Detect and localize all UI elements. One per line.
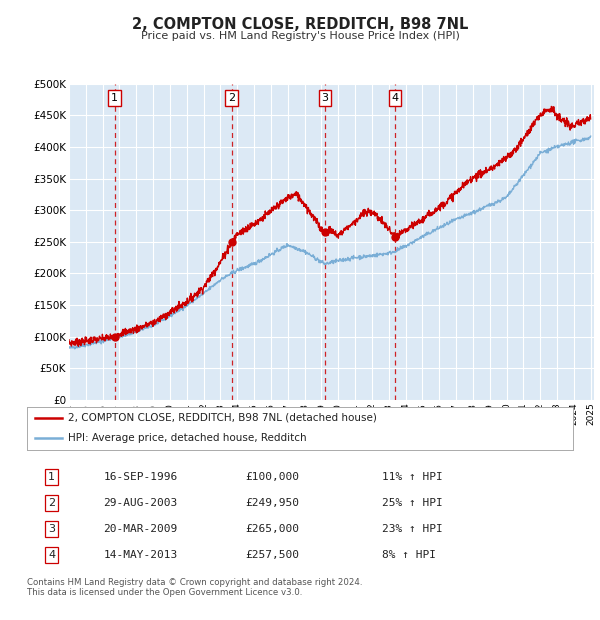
Text: 1: 1 (111, 93, 118, 103)
Text: 11% ↑ HPI: 11% ↑ HPI (382, 472, 443, 482)
Text: HPI: Average price, detached house, Redditch: HPI: Average price, detached house, Redd… (68, 433, 307, 443)
Text: 4: 4 (48, 550, 55, 560)
Text: 2, COMPTON CLOSE, REDDITCH, B98 7NL: 2, COMPTON CLOSE, REDDITCH, B98 7NL (132, 17, 468, 32)
Text: 8% ↑ HPI: 8% ↑ HPI (382, 550, 436, 560)
Text: £100,000: £100,000 (245, 472, 299, 482)
Text: 23% ↑ HPI: 23% ↑ HPI (382, 524, 443, 534)
Text: 2: 2 (48, 498, 55, 508)
Text: 2: 2 (228, 93, 235, 103)
Text: 29-AUG-2003: 29-AUG-2003 (103, 498, 178, 508)
Text: £257,500: £257,500 (245, 550, 299, 560)
Text: Contains HM Land Registry data © Crown copyright and database right 2024.
This d: Contains HM Land Registry data © Crown c… (27, 578, 362, 597)
Text: 4: 4 (391, 93, 398, 103)
Text: 25% ↑ HPI: 25% ↑ HPI (382, 498, 443, 508)
Text: £249,950: £249,950 (245, 498, 299, 508)
Text: 16-SEP-1996: 16-SEP-1996 (103, 472, 178, 482)
Text: 14-MAY-2013: 14-MAY-2013 (103, 550, 178, 560)
Text: 2, COMPTON CLOSE, REDDITCH, B98 7NL (detached house): 2, COMPTON CLOSE, REDDITCH, B98 7NL (det… (68, 413, 377, 423)
Text: 3: 3 (322, 93, 328, 103)
Text: 3: 3 (48, 524, 55, 534)
Text: Price paid vs. HM Land Registry's House Price Index (HPI): Price paid vs. HM Land Registry's House … (140, 31, 460, 41)
Text: 1: 1 (48, 472, 55, 482)
Text: £265,000: £265,000 (245, 524, 299, 534)
Text: 20-MAR-2009: 20-MAR-2009 (103, 524, 178, 534)
